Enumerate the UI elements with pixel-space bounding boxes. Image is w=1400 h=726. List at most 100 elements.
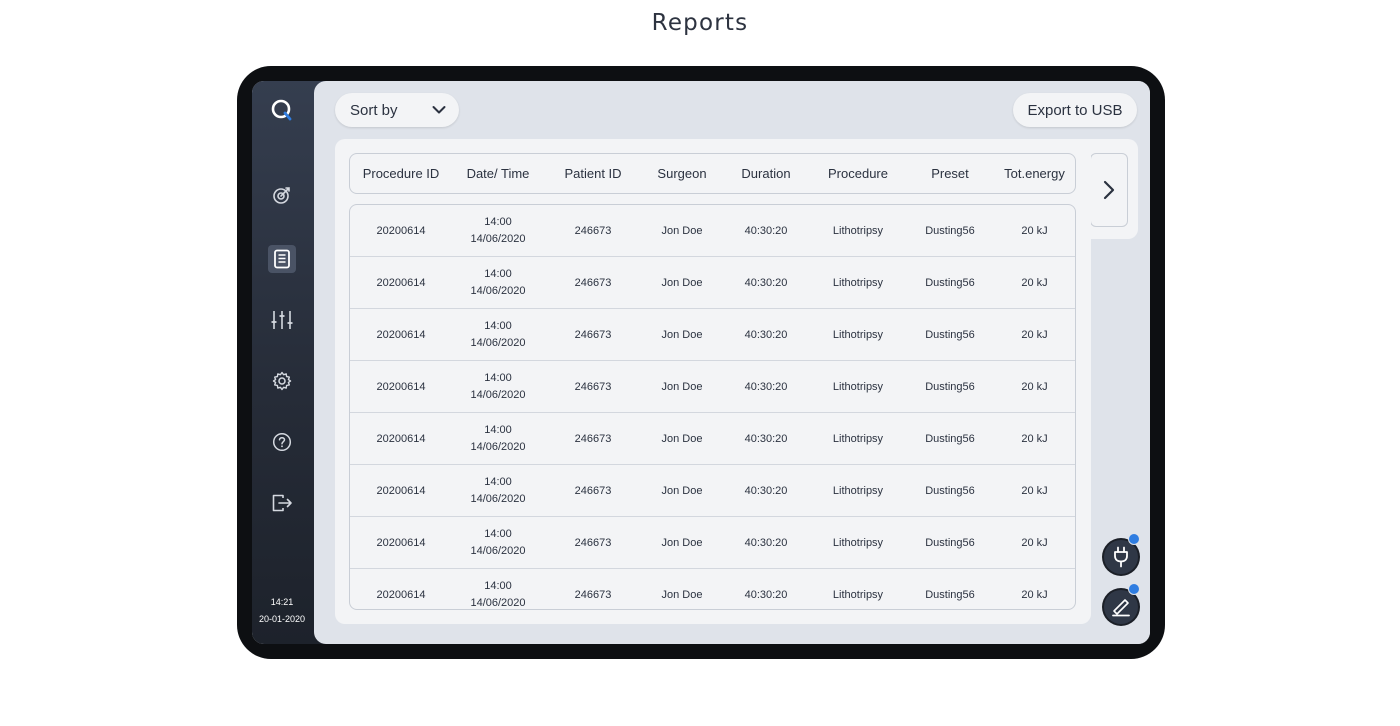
cell-date-time: 14:00 14/06/2020	[452, 361, 544, 413]
cell-patient-id: 246673	[574, 328, 612, 341]
cell-preset: Dusting56	[925, 224, 975, 237]
clock-time: 14:21	[270, 597, 294, 607]
cell-patient-id: 246673	[574, 224, 612, 237]
cell-preset: Dusting56	[925, 328, 975, 341]
sort-by-dropdown[interactable]: Sort by	[335, 93, 459, 127]
cell-date-time: 14:00 14/06/2020	[452, 205, 544, 257]
cell-date-time: 14:00 14/06/2020	[452, 465, 544, 517]
cell-preset: Dusting56	[925, 588, 975, 601]
gear-icon	[272, 371, 292, 391]
cell-procedure: Lithotripsy	[832, 328, 884, 341]
cell-surgeon: Jon Doe	[661, 276, 703, 289]
cell-procedure: Lithotripsy	[832, 588, 884, 601]
sidebar-item-help[interactable]	[268, 428, 296, 456]
cell-date: 14/06/2020	[470, 233, 526, 245]
notification-dot	[1128, 583, 1140, 595]
next-columns-button[interactable]	[1090, 153, 1128, 227]
sort-by-label: Sort by	[350, 101, 398, 119]
table-row[interactable]: 20200614 14:00 14/06/2020 246673 Jon Doe 40:3…	[350, 257, 1075, 309]
column-header[interactable]: Duration	[741, 166, 791, 181]
tablet-frame: 14:21 20-01-2020 Sort by Export to USB	[237, 66, 1165, 659]
column-header[interactable]: Surgeon	[657, 166, 707, 181]
cell-preset: Dusting56	[925, 484, 975, 497]
power-status-button[interactable]	[1104, 533, 1140, 574]
cell-patient-id: 246673	[574, 588, 612, 601]
cell-energy: 20 kJ	[1021, 328, 1048, 341]
column-header[interactable]: Procedure ID	[362, 166, 440, 181]
column-header[interactable]: Preset	[931, 166, 969, 181]
cell-time: 14:00	[484, 268, 512, 280]
cell-energy: 20 kJ	[1021, 536, 1048, 549]
target-icon	[273, 187, 290, 204]
cell-surgeon: Jon Doe	[661, 224, 703, 237]
logo-icon	[270, 98, 294, 122]
page-title: Reports	[651, 10, 749, 36]
cell-procedure-id: 20200614	[376, 380, 426, 393]
power-plug-icon	[1114, 546, 1128, 568]
cell-surgeon: Jon Doe	[661, 380, 703, 393]
cell-surgeon: Jon Doe	[661, 536, 703, 549]
cell-patient-id: 246673	[574, 276, 612, 289]
reports-table: Procedure ID Date/ Time Patient ID Surge…	[335, 139, 1091, 624]
cell-patient-id: 246673	[574, 536, 612, 549]
cell-time: 14:00	[484, 476, 512, 488]
cell-procedure-id: 20200614	[376, 276, 426, 289]
cell-energy: 20 kJ	[1021, 380, 1048, 393]
column-header[interactable]: Date/ Time	[466, 166, 530, 181]
cell-procedure-id: 20200614	[376, 224, 426, 237]
cell-procedure-id: 20200614	[376, 536, 426, 549]
cell-preset: Dusting56	[925, 432, 975, 445]
cell-date-time: 14:00 14/06/2020	[452, 257, 544, 309]
cell-time: 14:00	[484, 320, 512, 332]
cell-preset: Dusting56	[925, 276, 975, 289]
sliders-icon	[271, 311, 293, 329]
table-row[interactable]: 20200614 14:00 14/06/2020 246673 Jon Doe 40:3…	[350, 517, 1075, 569]
column-header[interactable]: Patient ID	[564, 166, 622, 181]
notification-dot	[1128, 533, 1140, 545]
table-row[interactable]: 20200614 14:00 14/06/2020 246673 Jon Doe 40:3…	[350, 569, 1075, 609]
column-header[interactable]: Tot.energy	[1004, 166, 1065, 181]
pen-icon	[1112, 599, 1130, 617]
cell-energy: 20 kJ	[1021, 588, 1048, 601]
cell-procedure: Lithotripsy	[832, 276, 884, 289]
cell-surgeon: Jon Doe	[661, 328, 703, 341]
table-row[interactable]: 20200614 14:00 14/06/2020 246673 Jon Doe 40:3…	[350, 465, 1075, 517]
sidebar-item-reports[interactable]	[268, 245, 296, 273]
table-row[interactable]: 20200614 14:00 14/06/2020 246673 Jon Doe 40:3…	[350, 309, 1075, 361]
cell-patient-id: 246673	[574, 380, 612, 393]
cell-procedure-id: 20200614	[376, 588, 426, 601]
cell-duration: 40:30:20	[744, 536, 788, 549]
table-row[interactable]: 20200614 14:00 14/06/2020 246673 Jon Doe 40:3…	[350, 413, 1075, 465]
cell-procedure: Lithotripsy	[832, 380, 884, 393]
table-row[interactable]: 20200614 14:00 14/06/2020 246673 Jon Doe 40:3…	[350, 205, 1075, 257]
cell-time: 14:00	[484, 216, 512, 228]
cell-energy: 20 kJ	[1021, 432, 1048, 445]
cell-date: 14/06/2020	[470, 285, 526, 297]
cell-preset: Dusting56	[925, 536, 975, 549]
cell-procedure: Lithotripsy	[832, 432, 884, 445]
cell-patient-id: 246673	[574, 432, 612, 445]
column-header[interactable]: Procedure	[828, 166, 888, 181]
cell-procedure-id: 20200614	[376, 484, 426, 497]
cell-procedure-id: 20200614	[376, 432, 426, 445]
pen-status-button[interactable]	[1104, 583, 1140, 624]
sidebar-item-settings[interactable]	[268, 367, 296, 395]
cell-duration: 40:30:20	[744, 380, 788, 393]
cell-time: 14:00	[484, 372, 512, 384]
cell-surgeon: Jon Doe	[661, 432, 703, 445]
report-icon	[274, 249, 290, 269]
cell-date-time: 14:00 14/06/2020	[452, 309, 544, 361]
cell-duration: 40:30:20	[744, 484, 788, 497]
cell-preset: Dusting56	[925, 380, 975, 393]
cell-time: 14:00	[484, 424, 512, 436]
sidebar-item-target[interactable]	[268, 181, 296, 209]
cell-energy: 20 kJ	[1021, 276, 1048, 289]
table-row[interactable]: 20200614 14:00 14/06/2020 246673 Jon Doe 40:3…	[350, 361, 1075, 413]
clock-date: 20-01-2020	[258, 614, 306, 624]
sidebar-item-settings-adjust[interactable]	[268, 306, 296, 334]
cell-date-time: 14:00 14/06/2020	[452, 413, 544, 465]
cell-date: 14/06/2020	[470, 493, 526, 505]
sidebar-item-logout[interactable]	[268, 489, 296, 517]
cell-procedure: Lithotripsy	[832, 484, 884, 497]
export-to-usb-button[interactable]: Export to USB	[1013, 93, 1137, 127]
